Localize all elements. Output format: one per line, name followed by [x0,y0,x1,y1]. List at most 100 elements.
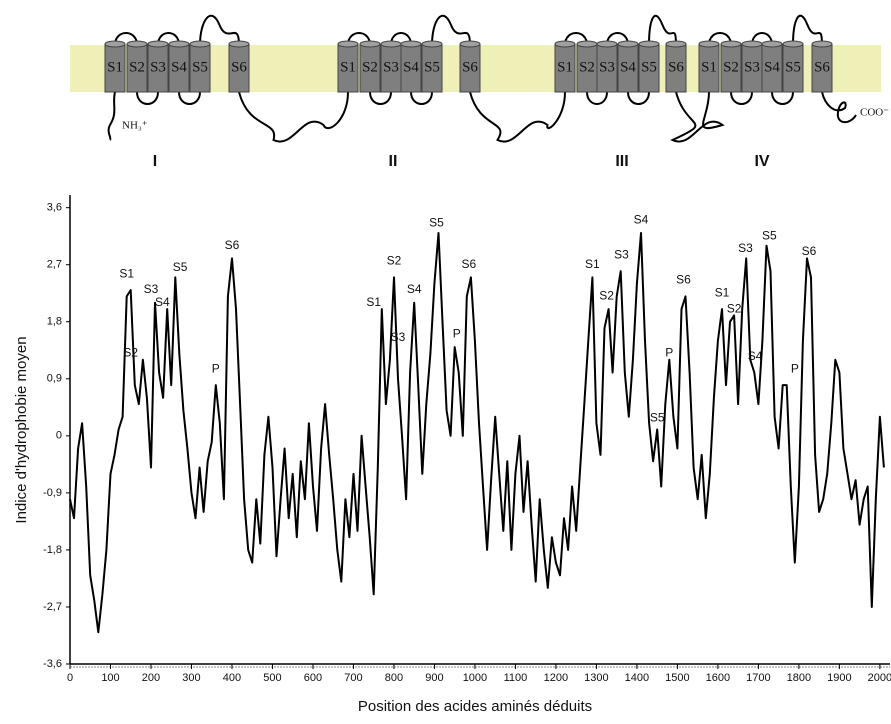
peak-label: P [665,346,673,360]
segment-top [720,40,742,48]
segment-top [126,40,148,48]
segment-label: S3 [383,59,399,75]
x-tick-label: 600 [304,672,322,684]
segment-top [761,40,783,48]
peak-label: S5 [650,410,665,424]
y-tick-label: 2,7 [47,259,62,271]
peak-label: S5 [173,260,188,274]
x-tick-label: 400 [223,672,241,684]
peak-label: S5 [762,228,777,242]
x-tick-label: 1500 [665,672,689,684]
p-loop [648,14,677,46]
domain-label: IV [754,153,769,170]
peak-label: S5 [429,216,444,230]
segment-top [741,40,763,48]
x-tick-label: 1600 [706,672,730,684]
segment-top [147,40,169,48]
y-tick-label: 1,8 [47,316,62,328]
x-tick-label: 900 [425,672,443,684]
y-tick-label: -1,8 [43,544,62,556]
domain-label: I [153,153,157,170]
x-tick-label: 100 [101,672,119,684]
segment-label: S1 [557,59,573,75]
segment-top [698,40,720,48]
segment-label: S4 [620,59,636,75]
segment-top [811,40,833,48]
x-tick-label: 0 [67,672,73,684]
y-tick-label: -0,9 [43,487,62,499]
segment-label: S5 [192,59,208,75]
y-axis-title: Indice d'hydrophobie moyen [13,336,30,523]
segment-top [596,40,618,48]
segment-label: S2 [579,59,595,75]
x-tick-label: 2000 [868,672,891,684]
loop [771,91,794,105]
c-terminus: COO⁻ [860,107,889,119]
peak-label: S6 [802,244,817,258]
peak-label: S6 [676,273,691,287]
linker [469,91,566,143]
x-tick-label: 1800 [787,672,811,684]
x-tick-label: 700 [344,672,362,684]
n-tail [107,91,116,141]
segment-label: S4 [403,59,419,75]
linker [238,91,349,143]
y-tick-label: -2,7 [43,601,62,613]
peak-label: S1 [366,295,381,309]
x-tick-label: 500 [263,672,281,684]
x-tick-label: 300 [182,672,200,684]
x-tick-label: 800 [385,672,403,684]
segment-top [189,40,211,48]
peak-label: S4 [407,282,422,296]
segment-top [554,40,576,48]
x-tick-label: 1000 [463,672,487,684]
loop [410,91,433,105]
segment-label: S3 [599,59,615,75]
segment-top [459,40,481,48]
peak-label: S1 [715,285,730,299]
segment-label: S4 [764,59,780,75]
peak-label: S1 [119,266,134,280]
segment-top [168,40,190,48]
peak-label: P [212,361,220,375]
peak-label: S3 [614,247,629,261]
peak-label: S3 [144,282,159,296]
segment-label: S6 [231,59,247,75]
peak-label: S4 [155,295,170,309]
segment-top [665,40,687,48]
segment-top [104,40,126,48]
peak-label: S2 [599,289,614,303]
p-loop [199,14,240,46]
loop [136,91,159,105]
hydropathy-line [69,232,885,634]
segment-label: S4 [171,59,187,75]
linker [670,91,725,143]
peak-label: S6 [462,257,477,271]
peak-label: S2 [123,346,138,360]
peak-label: S2 [387,254,402,268]
p-loop [431,14,471,46]
segment-top [337,40,359,48]
x-tick-label: 1200 [544,672,568,684]
segment-label: S1 [701,59,717,75]
segment-label: S2 [723,59,739,75]
x-tick-label: 200 [142,672,160,684]
n-terminus: NH₃⁺ [122,120,148,132]
loop [730,91,753,105]
y-tick-label: 0,9 [47,373,62,385]
peak-label: S2 [727,301,742,315]
x-tick-label: 1400 [625,672,649,684]
loop [369,91,392,105]
segment-top [782,40,804,48]
segment-label: S5 [424,59,440,75]
domain-label: III [615,153,628,170]
segment-label: S5 [641,59,657,75]
x-tick-label: 1900 [827,672,851,684]
peak-label: S3 [738,241,753,255]
segment-label: S5 [785,59,801,75]
segment-top [638,40,660,48]
segment-top [228,40,250,48]
p-loop [792,14,823,46]
segment-top [400,40,422,48]
